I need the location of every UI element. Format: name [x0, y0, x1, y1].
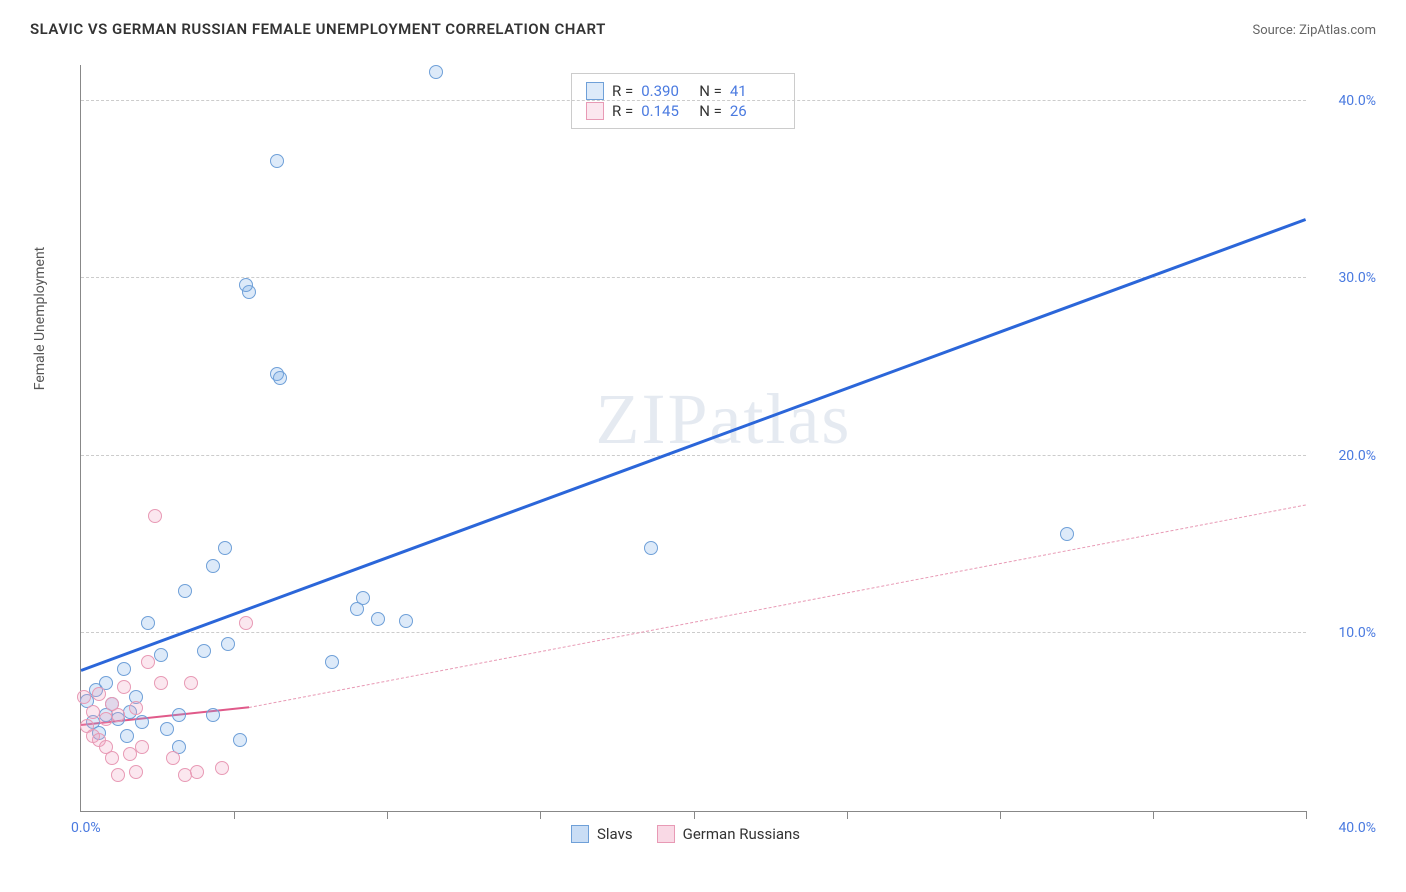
data-point	[154, 676, 168, 690]
legend-stats-row-slavs: R = 0.390 N = 26 41	[586, 82, 780, 100]
gridline	[81, 455, 1306, 456]
data-point	[135, 740, 149, 754]
data-point	[270, 154, 284, 168]
trend-line	[249, 505, 1306, 708]
data-point	[111, 768, 125, 782]
data-point	[399, 614, 413, 628]
data-point	[105, 751, 119, 765]
x-tick	[1306, 811, 1307, 819]
chart-header: SLAVIC VS GERMAN RUSSIAN FEMALE UNEMPLOY…	[0, 0, 1406, 48]
x-tick	[1000, 811, 1001, 819]
gridline	[81, 277, 1306, 278]
data-point	[166, 751, 180, 765]
y-axis-label: Female Unemployment	[32, 246, 48, 390]
data-point	[221, 637, 235, 651]
gridline	[81, 632, 1306, 633]
legend-swatch-german	[657, 825, 675, 843]
y-tick-label: 40.0%	[1316, 93, 1376, 109]
watermark: ZIPatlas	[596, 378, 852, 461]
chart-source: Source: ZipAtlas.com	[1252, 23, 1376, 38]
x-tick	[847, 811, 848, 819]
bottom-legend: Slavs German Russians	[571, 825, 800, 843]
data-point	[160, 722, 174, 736]
x-tick	[694, 811, 695, 819]
data-point	[178, 584, 192, 598]
legend-swatch-slavs	[571, 825, 589, 843]
data-point	[141, 616, 155, 630]
data-point	[273, 371, 287, 385]
x-tick	[1153, 811, 1154, 819]
data-point	[120, 729, 134, 743]
data-point	[141, 655, 155, 669]
data-point	[154, 648, 168, 662]
data-point	[215, 761, 229, 775]
legend-item-slavs: Slavs	[571, 825, 633, 843]
data-point	[117, 680, 131, 694]
gridline	[81, 100, 1306, 101]
data-point	[371, 612, 385, 626]
y-tick-label: 20.0%	[1316, 448, 1376, 464]
data-point	[218, 541, 232, 555]
x-axis-end-label: 40.0%	[1316, 820, 1376, 836]
swatch-german	[586, 102, 604, 120]
data-point	[644, 541, 658, 555]
x-tick	[387, 811, 388, 819]
data-point	[190, 765, 204, 779]
data-point	[206, 559, 220, 573]
data-point	[239, 278, 253, 292]
data-point	[239, 616, 253, 630]
legend-item-german: German Russians	[657, 825, 800, 843]
data-point	[129, 701, 143, 715]
data-point	[117, 662, 131, 676]
y-tick-label: 10.0%	[1316, 625, 1376, 641]
data-point	[172, 708, 186, 722]
x-tick	[234, 811, 235, 819]
x-tick	[540, 811, 541, 819]
data-point	[429, 65, 443, 79]
data-point	[111, 708, 125, 722]
x-axis-start-label: 0.0%	[71, 820, 101, 836]
data-point	[233, 733, 247, 747]
y-tick-label: 30.0%	[1316, 270, 1376, 286]
data-point	[206, 708, 220, 722]
legend-stats-box: R = 0.390 N = 26 41 R = 0.145 N = 26	[571, 73, 795, 129]
data-point	[92, 687, 106, 701]
trend-line	[80, 218, 1306, 672]
legend-stats-row-german: R = 0.145 N = 26	[586, 102, 780, 120]
swatch-slavs	[586, 82, 604, 100]
data-point	[184, 676, 198, 690]
chart-title: SLAVIC VS GERMAN RUSSIAN FEMALE UNEMPLOY…	[30, 20, 606, 38]
data-point	[129, 765, 143, 779]
data-point	[148, 509, 162, 523]
data-point	[77, 690, 91, 704]
data-point	[135, 715, 149, 729]
data-point	[325, 655, 339, 669]
data-point	[356, 591, 370, 605]
data-point	[197, 644, 211, 658]
data-point	[1060, 527, 1074, 541]
chart-container: Female Unemployment ZIPatlas 0.0% 40.0% …	[50, 55, 1386, 852]
plot-area: ZIPatlas 0.0% 40.0% R = 0.390 N = 26 41 …	[80, 65, 1306, 812]
